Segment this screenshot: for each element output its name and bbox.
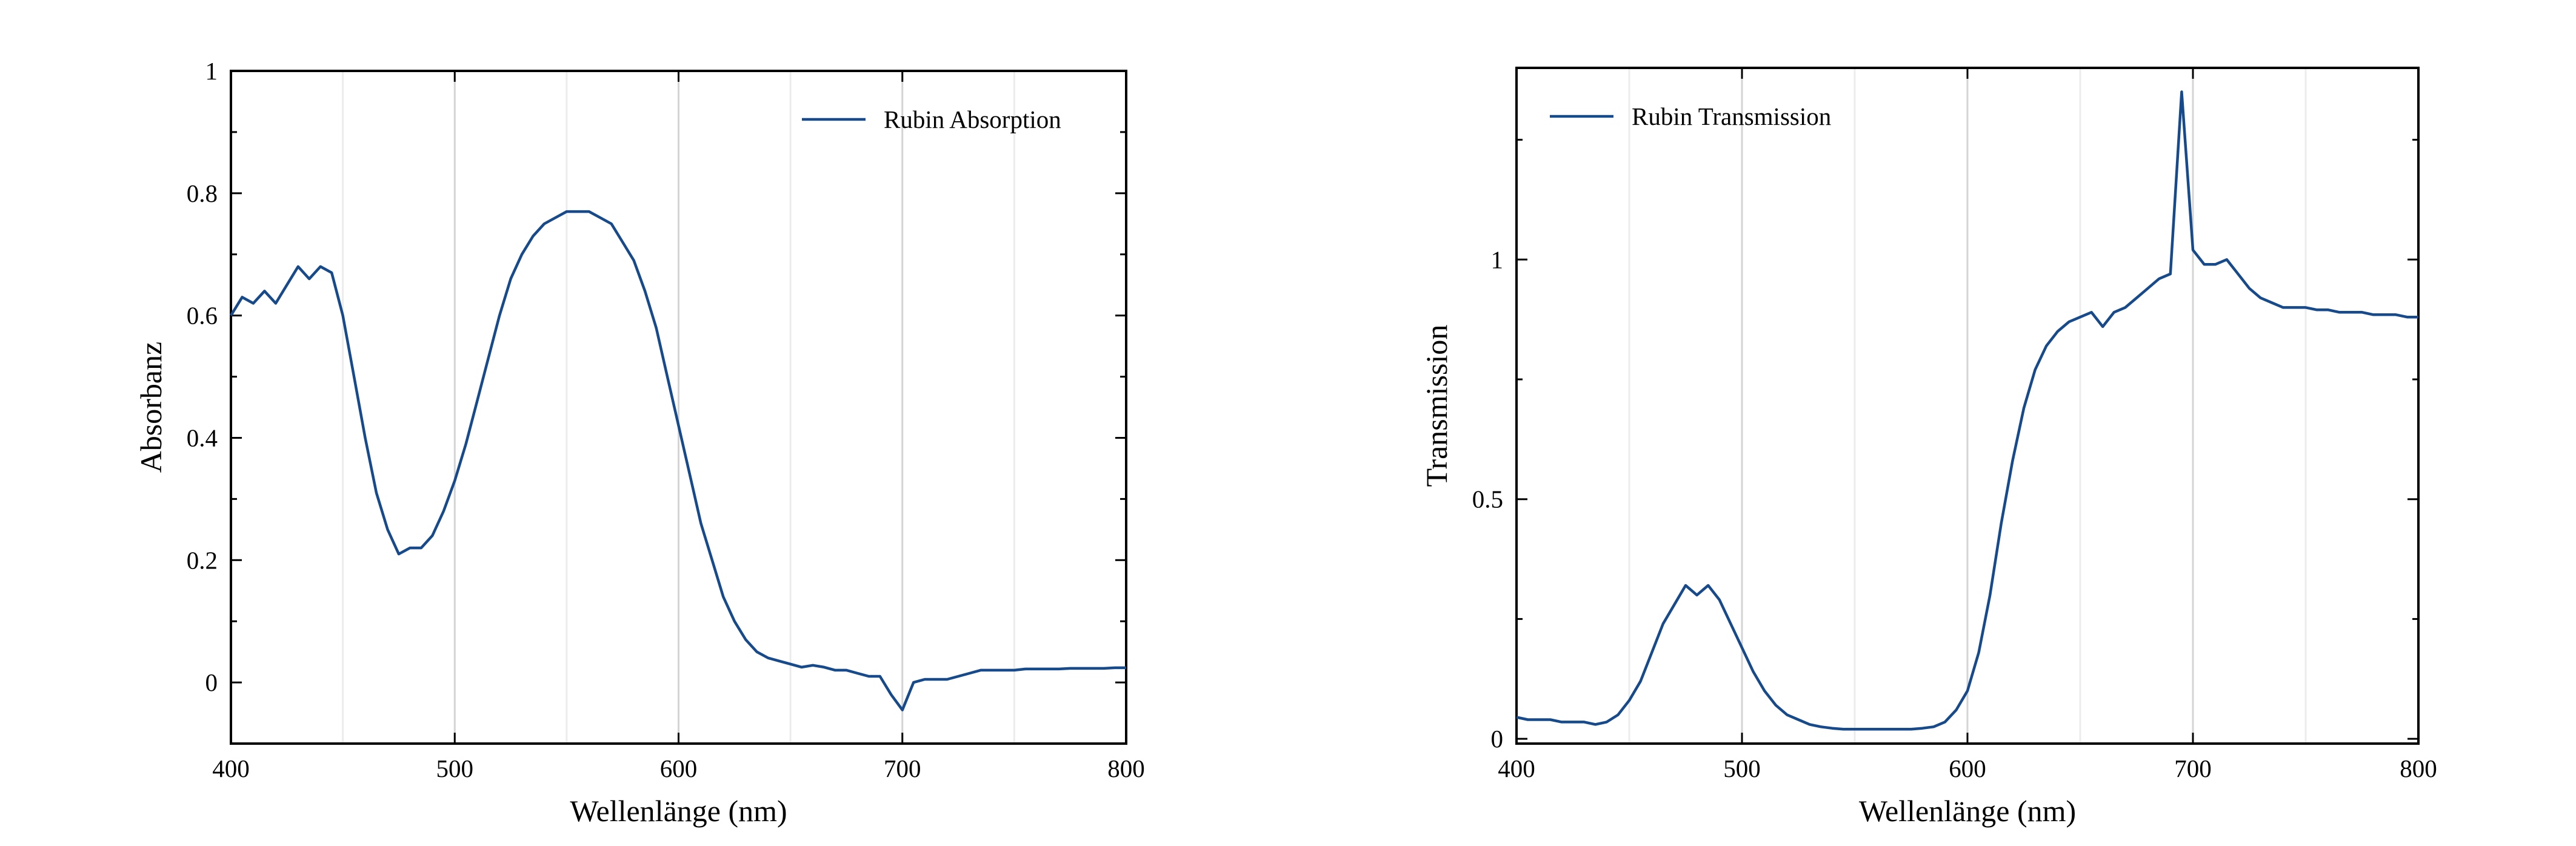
y-axis-title: Absorbanz bbox=[134, 342, 168, 473]
x-tick-label: 600 bbox=[1949, 754, 1986, 782]
x-tick-label: 700 bbox=[884, 754, 921, 782]
y-tick-label: 0 bbox=[1491, 725, 1504, 753]
x-tick-label: 800 bbox=[1107, 754, 1145, 782]
x-tick-label: 400 bbox=[1498, 754, 1535, 782]
x-tick-label: 800 bbox=[2400, 754, 2437, 782]
x-tick-label: 600 bbox=[660, 754, 698, 782]
y-tick-label: 0.4 bbox=[187, 424, 218, 451]
y-tick-label: 0.5 bbox=[1472, 485, 1503, 513]
data-line bbox=[1516, 90, 2418, 731]
y-tick-label: 0.2 bbox=[187, 546, 218, 574]
x-tick-label: 400 bbox=[212, 754, 250, 782]
legend-label: Rubin Transmission bbox=[1632, 102, 1831, 130]
plot-frame bbox=[1515, 67, 2420, 745]
y-tick-label: 0 bbox=[205, 668, 218, 696]
x-axis-title: Wellenlänge (nm) bbox=[570, 794, 787, 828]
x-tick-label: 700 bbox=[2174, 754, 2212, 782]
y-tick-label: 0.6 bbox=[187, 302, 218, 330]
plot-frame bbox=[230, 70, 1127, 745]
y-tick-label: 1 bbox=[1491, 245, 1504, 273]
x-tick-label: 500 bbox=[1723, 754, 1761, 782]
x-axis-title: Wellenlänge (nm) bbox=[1859, 794, 2076, 828]
y-axis-title: Transmission bbox=[1420, 325, 1453, 487]
legend-label: Rubin Absorption bbox=[884, 105, 1061, 133]
data-line bbox=[230, 210, 1126, 711]
y-tick-label: 1 bbox=[205, 57, 218, 85]
x-tick-label: 500 bbox=[436, 754, 474, 782]
y-tick-label: 0.8 bbox=[187, 179, 218, 207]
